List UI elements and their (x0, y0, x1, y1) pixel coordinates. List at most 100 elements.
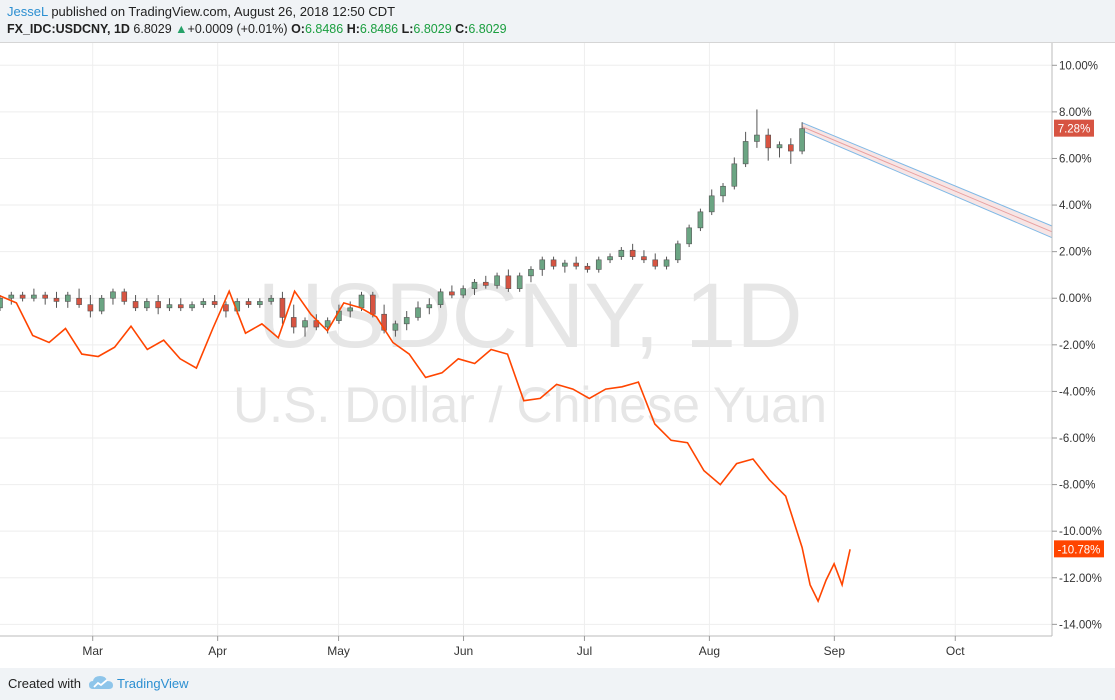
candle-body (516, 275, 523, 289)
candle-body (110, 291, 116, 299)
y-tick-label: 4.00% (1059, 200, 1092, 212)
open-label: O: (291, 22, 305, 36)
candle-body (121, 291, 128, 302)
candle-body (76, 297, 82, 305)
candle-body (471, 281, 478, 289)
candle-body (731, 163, 738, 187)
candle-last-label: 7.28% (1058, 124, 1091, 136)
candle-body (0, 297, 3, 309)
chart-header: JesseL published on TradingView.com, Aug… (0, 0, 1115, 42)
author-link[interactable]: JesseL (7, 4, 48, 19)
candle-body (245, 301, 252, 305)
candle-body (675, 243, 681, 261)
candle-body (562, 262, 568, 267)
candle-body (720, 185, 726, 197)
candle-body (132, 301, 139, 309)
candle-body (505, 275, 512, 289)
price-chart[interactable]: USDCNY, 1D U.S. Dollar / Chinese Yuan 10… (0, 42, 1115, 668)
candle-last-badge (1054, 119, 1094, 137)
y-tick-label: -6.00% (1059, 433, 1095, 445)
publish-info: JesseL published on TradingView.com, Aug… (7, 4, 395, 19)
candle-body (87, 304, 94, 312)
candle-body (776, 144, 783, 149)
candle-body (302, 320, 308, 328)
candle-body (686, 227, 692, 245)
y-tick-label: 6.00% (1059, 153, 1092, 165)
candle-body (426, 304, 433, 309)
candle-body (449, 291, 455, 296)
candle-body (528, 269, 534, 277)
tradingview-cloud-icon (89, 676, 113, 689)
chart-footer: Created with TradingView (0, 668, 1115, 700)
candle-body (697, 211, 704, 229)
candle-body (437, 291, 444, 305)
x-tick-label: Oct (946, 644, 965, 658)
candle-body (19, 294, 26, 299)
y-tick-label: -2.00% (1059, 340, 1095, 352)
candle-body (155, 301, 161, 309)
price-change: +0.0009 (+0.01%) (187, 22, 288, 36)
last-price: 6.8029 (133, 22, 172, 36)
candle-body (8, 294, 15, 299)
candle-body (358, 294, 365, 309)
candle-body (268, 297, 274, 302)
candle-body (211, 301, 218, 305)
y-tick-label: -10.00% (1059, 526, 1102, 538)
candle-body (53, 297, 60, 302)
symbol-info: FX_IDC:USDCNY, 1D 6.8029 ▲+0.0009 (+0.01… (7, 22, 507, 36)
candle-body (539, 259, 546, 270)
x-tick-label: Mar (82, 644, 103, 658)
low-label: L: (401, 22, 414, 36)
candle-body (494, 275, 500, 286)
candle-body (290, 317, 297, 328)
x-tick-label: Aug (699, 644, 720, 658)
x-tick-label: Apr (208, 644, 227, 658)
candle-body (641, 256, 647, 261)
candle-body (392, 323, 399, 331)
y-tick-label: -14.00% (1059, 619, 1102, 631)
candle-body (607, 256, 613, 261)
comparison-line (0, 289, 851, 604)
open-value: 6.8486 (304, 22, 344, 36)
candle-body (663, 259, 670, 267)
candle-body (550, 259, 557, 267)
candle-body (482, 281, 489, 286)
candle-body (754, 134, 760, 142)
candle-body (652, 259, 659, 267)
chart-area[interactable]: USDCNY, 1D U.S. Dollar / Chinese Yuan 10… (0, 42, 1115, 668)
line-last-label: -10.78% (1058, 544, 1101, 556)
y-tick-label: -4.00% (1059, 386, 1095, 398)
y-tick-label: -8.00% (1059, 480, 1095, 492)
candle-body (584, 265, 591, 270)
published-text: published on TradingView.com, August 26,… (47, 4, 396, 19)
candle-body (460, 288, 466, 296)
candle-body (257, 301, 263, 305)
line-last-badge (1054, 540, 1104, 558)
projection-band (802, 122, 1052, 238)
projection-upper-line (801, 122, 1053, 227)
candle-body (200, 301, 207, 305)
x-tick-label: Sep (824, 644, 846, 658)
y-tick-label: -12.00% (1059, 573, 1102, 585)
y-tick-label: 0.00% (1059, 293, 1092, 305)
candle-body (618, 249, 625, 257)
candle-body (31, 294, 37, 299)
high-value: 6.8486 (359, 22, 399, 36)
candle-body (765, 134, 772, 149)
candle-body (177, 304, 184, 309)
candle-body (370, 294, 376, 315)
projection-lower-line (801, 130, 1053, 239)
candle-body (189, 304, 195, 309)
candle-body (223, 304, 229, 312)
high-label: H: (346, 22, 360, 36)
candle-body (708, 195, 715, 213)
candle-body (144, 301, 150, 309)
tradingview-link[interactable]: TradingView (117, 676, 189, 691)
close-value: 6.8029 (468, 22, 507, 36)
candle-body (279, 297, 286, 318)
x-tick-label: Jul (577, 644, 592, 658)
candle-body (742, 141, 749, 165)
x-tick-label: May (327, 644, 350, 658)
candle-body (629, 249, 636, 257)
candle-body (98, 297, 105, 312)
